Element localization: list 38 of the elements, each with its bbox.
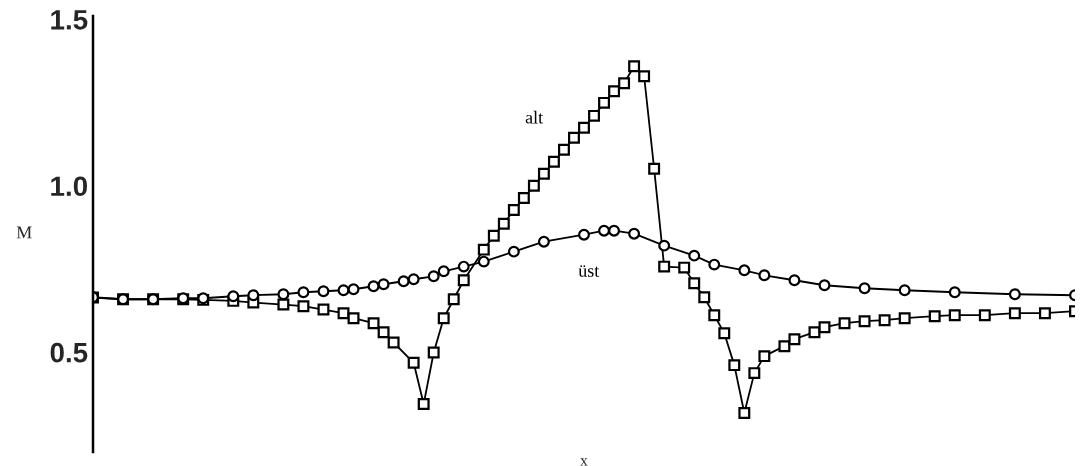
point xyxy=(297,286,310,299)
point xyxy=(247,289,260,302)
point xyxy=(818,279,831,292)
point xyxy=(507,245,520,258)
point xyxy=(537,235,550,248)
point xyxy=(758,269,771,282)
point xyxy=(437,265,450,278)
point xyxy=(578,228,590,241)
point xyxy=(397,275,410,288)
series-label: üst xyxy=(578,265,600,277)
point xyxy=(708,258,721,271)
point xyxy=(277,288,290,301)
point xyxy=(788,274,801,287)
point xyxy=(658,239,671,252)
point xyxy=(337,284,350,297)
point xyxy=(317,285,330,298)
point xyxy=(688,249,701,262)
y-tick-label: 1.5 xyxy=(51,10,88,30)
point xyxy=(738,264,751,277)
point xyxy=(858,282,871,295)
x-axis-title: x xyxy=(580,458,588,466)
point xyxy=(367,280,380,293)
point xyxy=(948,286,961,299)
point xyxy=(477,255,490,268)
point xyxy=(227,290,240,303)
point xyxy=(377,278,390,291)
point xyxy=(608,224,621,237)
series-label: alt xyxy=(525,110,544,124)
point xyxy=(1008,288,1021,301)
y-axis-title: M xyxy=(16,226,32,239)
point xyxy=(457,260,470,273)
point xyxy=(347,283,360,296)
y-tick-label: 1.0 xyxy=(51,176,87,197)
point xyxy=(898,284,911,297)
y-tick-label: 0.5 xyxy=(50,342,88,363)
point xyxy=(407,273,420,286)
point xyxy=(628,227,641,240)
point xyxy=(427,270,440,283)
